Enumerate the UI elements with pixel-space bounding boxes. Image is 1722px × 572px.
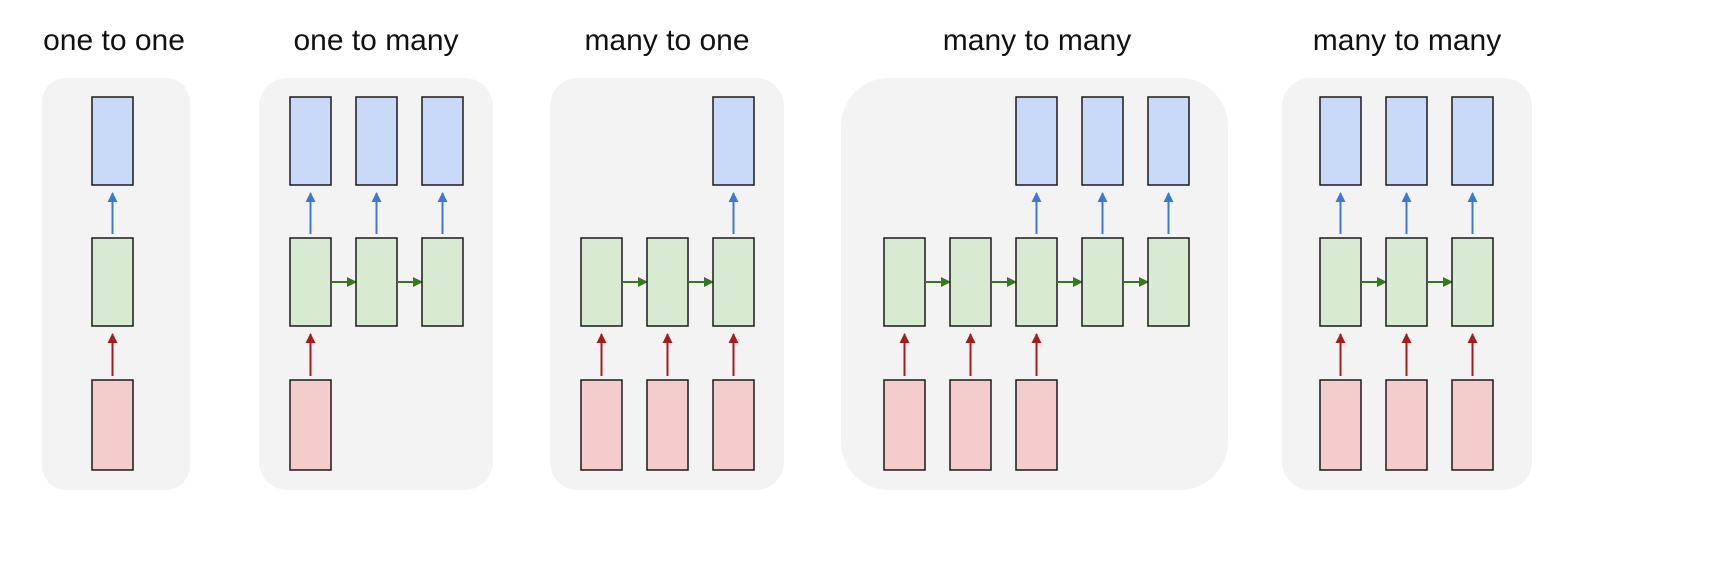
output-box [1385,96,1428,186]
input-box [949,379,992,471]
input-box [1015,379,1058,471]
hidden-state-box [1385,237,1428,327]
input-box [1385,379,1428,471]
hidden-state-box [712,237,755,327]
hidden-state-box [1319,237,1362,327]
output-box [1147,96,1190,186]
input-box [1319,379,1362,471]
panel-title-many-to-many-delayed: many to many [942,24,1132,57]
panel-title-many-to-one: many to one [584,24,750,57]
hidden-state-box [949,237,992,327]
output-box [1451,96,1494,186]
input-box [883,379,926,471]
input-box [712,379,755,471]
input-box [289,379,332,471]
hidden-state-box [421,237,464,327]
input-box [91,379,134,471]
input-box [646,379,689,471]
output-box [355,96,398,186]
hidden-state-box [1081,237,1124,327]
panel-title-one-to-many: one to many [293,24,459,57]
panel-title-many-to-many-synced: many to many [1312,24,1502,57]
hidden-state-box [1147,237,1190,327]
hidden-state-box [646,237,689,327]
output-box [289,96,332,186]
input-box [1451,379,1494,471]
hidden-state-box [1015,237,1058,327]
output-box [1081,96,1124,186]
output-box [712,96,755,186]
input-box [580,379,623,471]
hidden-state-box [91,237,134,327]
hidden-state-box [883,237,926,327]
output-box [1015,96,1058,186]
panel-title-one-to-one: one to one [43,24,185,57]
hidden-state-box [1451,237,1494,327]
output-box [91,96,134,186]
hidden-state-box [580,237,623,327]
hidden-state-box [289,237,332,327]
hidden-state-box [355,237,398,327]
output-box [1319,96,1362,186]
output-box [421,96,464,186]
